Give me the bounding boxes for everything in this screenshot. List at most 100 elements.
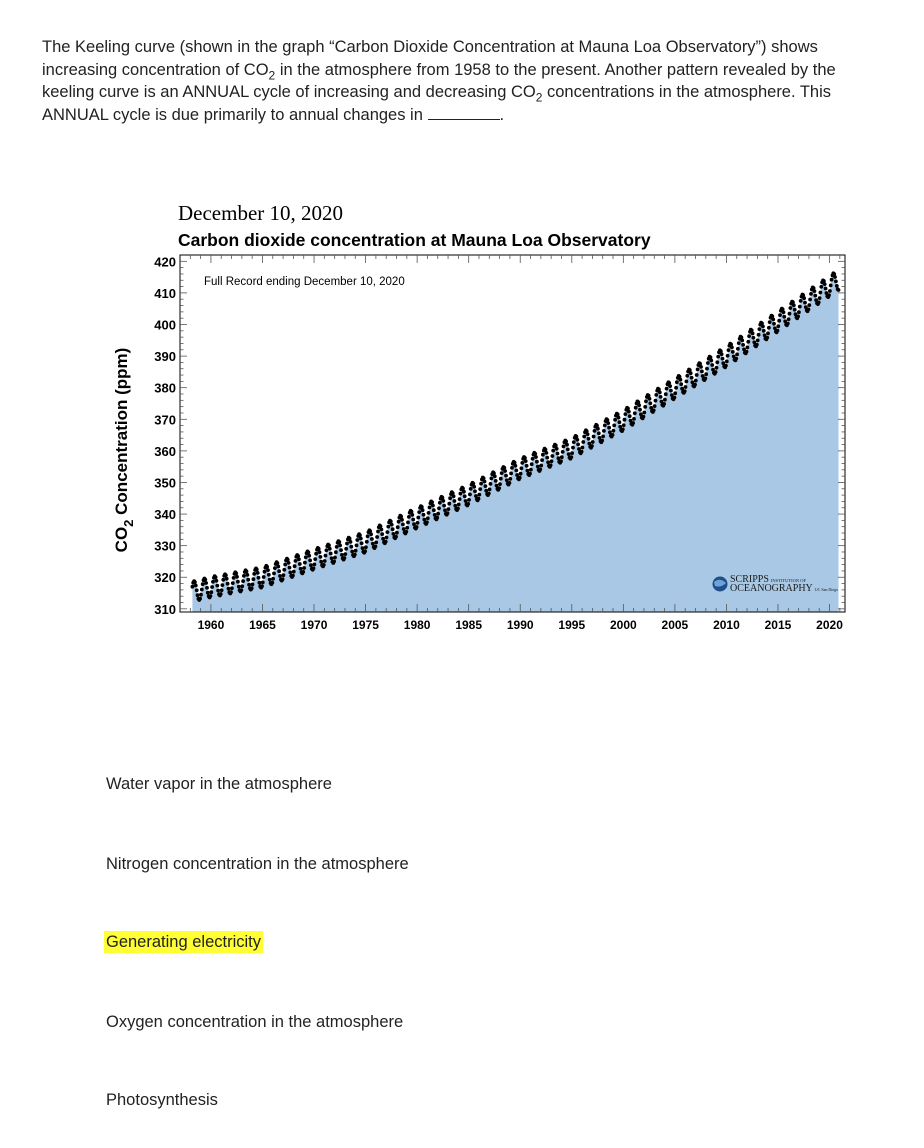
co2-data-point (296, 554, 300, 558)
co2-data-point (344, 546, 349, 551)
scripps-logo-line2-small: UC San Diego (815, 587, 838, 592)
co2-data-point (508, 477, 513, 481)
co2-data-point (626, 409, 631, 414)
co2-data-point (739, 335, 744, 340)
co2-data-point (218, 592, 223, 596)
co2-data-point (525, 468, 530, 473)
co2-data-point (785, 321, 790, 326)
choice-water-vapor[interactable]: Water vapor in the atmosphere (106, 775, 332, 793)
co2-data-point (334, 545, 339, 549)
co2-data-point (653, 398, 658, 403)
co2-data-point (623, 412, 628, 416)
co2-data-point (822, 279, 826, 283)
co2-data-point (385, 530, 390, 534)
co2-data-point (309, 563, 313, 568)
co2-data-point (322, 559, 327, 563)
co2-data-point (345, 541, 349, 546)
co2-data-point (672, 395, 677, 400)
co2-data-point (781, 310, 786, 315)
co2-data-point (806, 307, 811, 312)
co2-data-point (587, 441, 592, 446)
choice-nitrogen[interactable]: Nitrogen concentration in the atmosphere (106, 855, 409, 873)
co2-data-point (673, 391, 678, 396)
co2-data-point (200, 582, 205, 587)
co2-data-point (472, 484, 477, 489)
co2-data-point (570, 451, 574, 455)
co2-data-point (667, 381, 672, 385)
co2-data-point (519, 466, 524, 471)
co2-data-point (730, 345, 734, 350)
co2-data-point (809, 292, 813, 296)
co2-data-point (586, 436, 591, 441)
co2-data-point (747, 334, 751, 338)
co2-data-point (646, 393, 651, 398)
co2-data-point (541, 452, 545, 457)
co2-data-point (416, 515, 421, 520)
co2-data-point (431, 503, 435, 508)
x-tick-label: 2020 (816, 618, 843, 632)
co2-data-point (721, 361, 726, 366)
co2-data-point (442, 503, 446, 508)
co2-data-point (693, 382, 697, 387)
co2-data-point (436, 511, 440, 516)
co2-data-point (282, 567, 287, 572)
co2-data-point (523, 456, 527, 460)
co2-data-point (663, 392, 668, 397)
choice-photosynthesis[interactable]: Photosynthesis (106, 1091, 218, 1109)
co2-data-point (591, 434, 596, 439)
co2-data-point (605, 418, 610, 422)
co2-data-point (777, 318, 782, 323)
co2-data-point (832, 272, 837, 276)
co2-data-point (540, 458, 544, 462)
co2-data-point (601, 434, 605, 439)
chart-title: Carbon dioxide concentration at Mauna Lo… (178, 230, 651, 250)
y-axis-label-rest: Concentration (ppm) (112, 348, 131, 520)
co2-data-point (216, 588, 220, 593)
choice-generating-electricity[interactable]: Generating electricity (104, 931, 263, 953)
co2-data-point (405, 525, 410, 530)
question-text: The Keeling curve (shown in the graph “C… (42, 36, 892, 126)
chart-date-title: December 10, 2020 (178, 201, 343, 225)
co2-data-point (195, 593, 200, 598)
co2-data-point (724, 359, 729, 364)
co2-data-point (548, 463, 553, 468)
co2-data-point (471, 481, 476, 486)
co2-data-point (468, 487, 473, 491)
co2-data-point (400, 517, 404, 522)
co2-data-point (529, 462, 534, 467)
x-tick-label: 1985 (455, 618, 482, 632)
co2-data-point (316, 546, 321, 551)
co2-data-point (644, 399, 648, 404)
co2-data-point (524, 463, 529, 468)
co2-data-point (814, 298, 818, 302)
co2-data-point (205, 590, 210, 595)
question-end: . (499, 105, 505, 124)
co2-data-point (327, 543, 331, 548)
co2-data-point (270, 580, 275, 585)
co2-data-point (678, 377, 683, 382)
co2-data-point (751, 335, 756, 340)
co2-data-point (602, 429, 606, 433)
co2-data-point (317, 550, 322, 555)
co2-data-point (493, 479, 498, 483)
co2-data-point (582, 434, 587, 439)
question-part-1: The Keeling curve (shown in the graph “C… (42, 38, 818, 79)
co2-data-point (695, 367, 700, 372)
co2-data-point (308, 558, 312, 563)
co2-data-point (535, 464, 540, 469)
y-tick-label: 330 (154, 539, 176, 554)
choice-oxygen[interactable]: Oxygen concentration in the atmosphere (106, 1013, 404, 1031)
co2-data-point (571, 445, 575, 450)
co2-data-point (716, 354, 721, 359)
co2-data-point (381, 536, 385, 541)
co2-data-point (595, 423, 599, 428)
co2-data-point (203, 577, 208, 582)
co2-data-point (791, 303, 796, 308)
co2-data-point (689, 375, 694, 380)
y-tick-label: 340 (154, 507, 176, 522)
co2-data-point (390, 527, 395, 532)
co2-data-point (262, 569, 267, 574)
scripps-logo-line1-small: INSTITUTION OF (771, 578, 807, 583)
co2-data-point (793, 312, 798, 317)
co2-data-point (432, 513, 437, 517)
